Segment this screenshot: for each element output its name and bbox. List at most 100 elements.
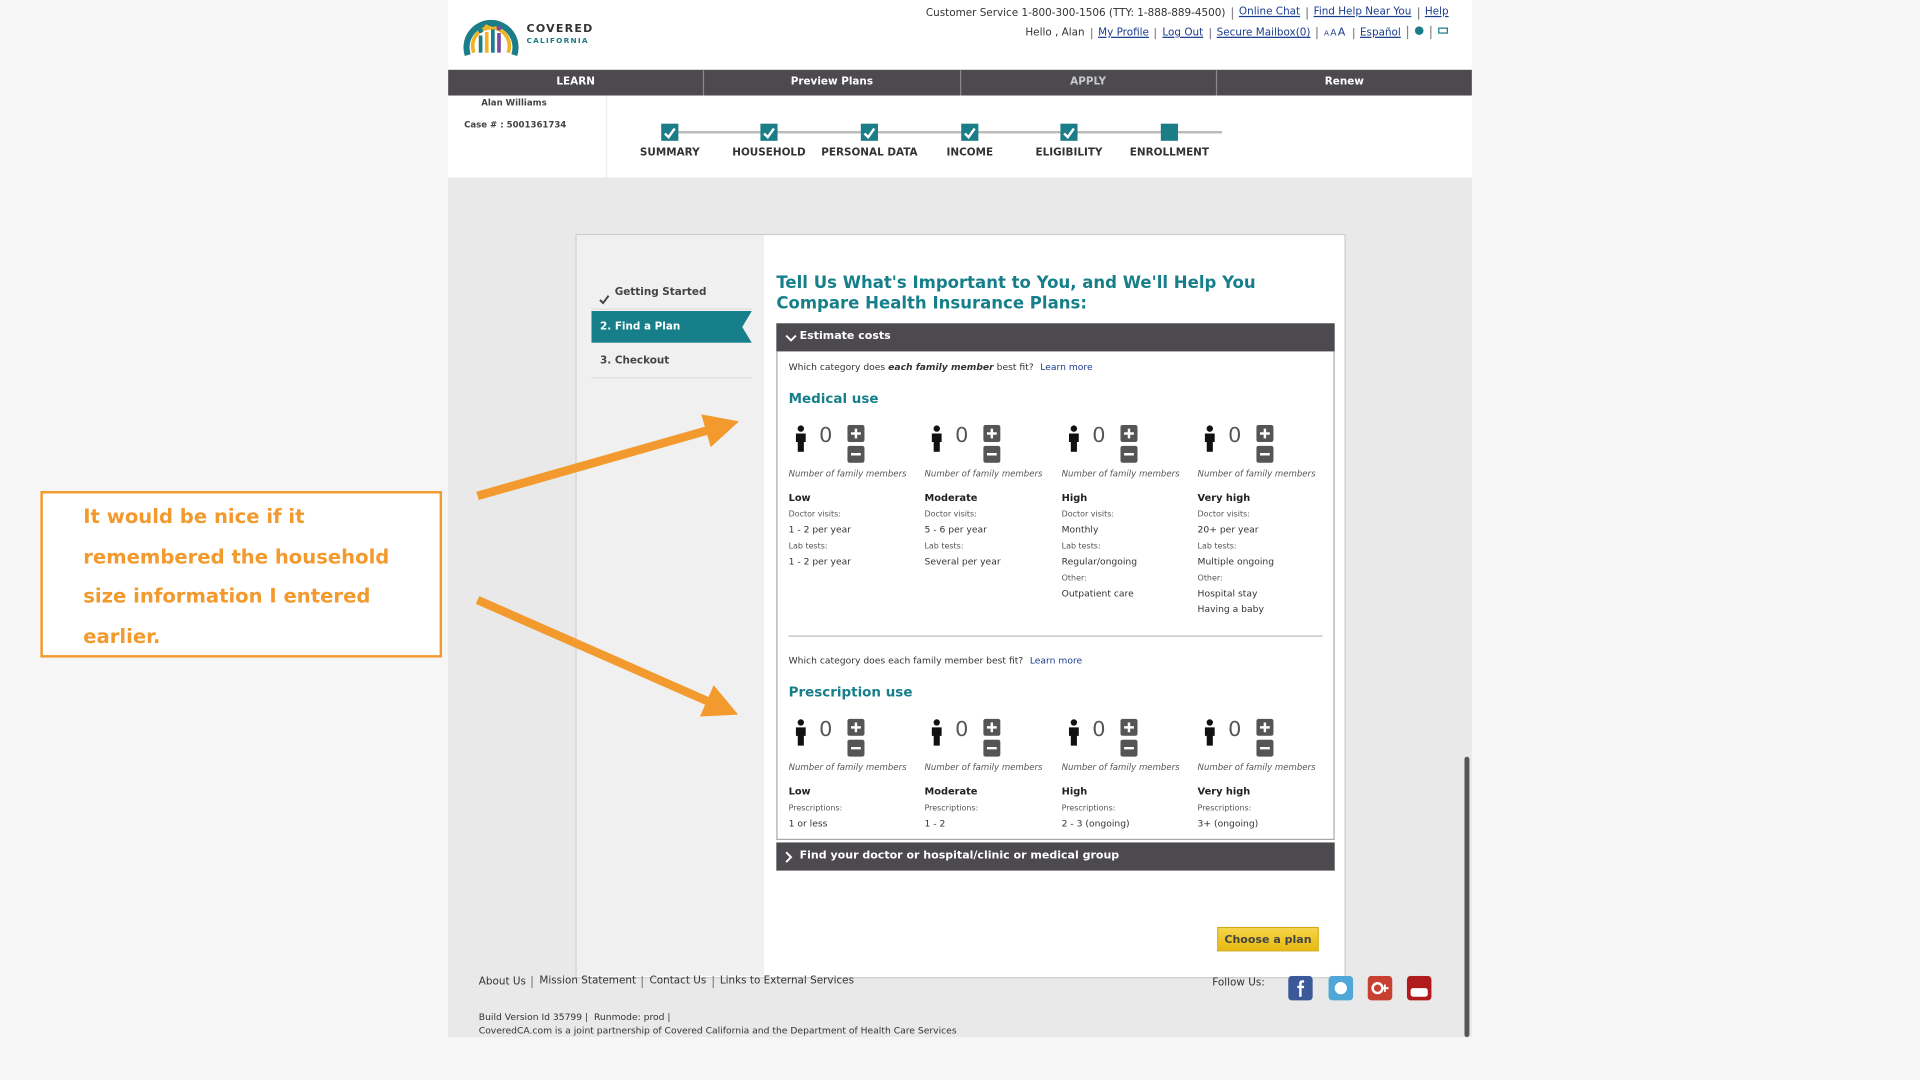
step-label: PERSONAL DATA xyxy=(821,146,918,160)
footer-link[interactable]: Links to External Services xyxy=(712,975,854,989)
member-count: 0 xyxy=(1092,423,1106,449)
detail-value: Monthly xyxy=(1061,524,1099,536)
person-icon xyxy=(1202,719,1217,751)
text-size-option[interactable]: A xyxy=(1323,29,1329,38)
language-link[interactable]: Español xyxy=(1352,28,1401,40)
category-name: Very high xyxy=(1197,492,1251,504)
decrement-button[interactable] xyxy=(983,738,1001,757)
increment-button[interactable] xyxy=(983,424,1001,443)
increment-button[interactable] xyxy=(983,718,1001,736)
decrement-button[interactable] xyxy=(1120,738,1138,757)
person-icon xyxy=(793,719,808,751)
case-number: Case # : 5001361734 xyxy=(464,120,567,130)
nav-bar: LEARN Preview Plans APPLY Renew xyxy=(448,69,1472,96)
sidebar-item[interactable]: 3. Checkout xyxy=(591,345,752,379)
check-icon xyxy=(599,287,610,310)
choose-plan-button[interactable]: Choose a plan xyxy=(1217,926,1319,952)
detail-value: 3+ (ongoing) xyxy=(1197,817,1259,829)
decrement-button[interactable] xyxy=(847,738,865,757)
category-name: High xyxy=(1061,786,1088,798)
nav-tab[interactable]: LEARN xyxy=(556,75,595,89)
step-check xyxy=(961,123,979,141)
nav-tab[interactable]: Renew xyxy=(1215,69,1472,96)
build-info: Build Version Id 35799 | Runmode: prod | xyxy=(478,1011,671,1023)
user-divider xyxy=(606,95,608,178)
member-count: 0 xyxy=(819,717,833,743)
googleplus-icon[interactable] xyxy=(1367,975,1393,1001)
chevron-down xyxy=(785,334,797,342)
logo-text: COVERED xyxy=(526,23,594,36)
partnership: CoveredCA.com is a joint partnership of … xyxy=(478,1024,957,1036)
text-size-option[interactable]: A xyxy=(1330,26,1337,38)
decrement-button[interactable] xyxy=(1120,444,1138,463)
decrement-button[interactable] xyxy=(983,444,1001,463)
sidebar-item[interactable]: Getting Started xyxy=(591,277,752,310)
globe-icon xyxy=(1406,25,1424,40)
learn-more[interactable]: Learn more xyxy=(1040,361,1093,373)
detail-label: Doctor visits: xyxy=(1197,509,1250,520)
footer-link[interactable]: Contact Us xyxy=(642,975,706,989)
detail-label: Doctor visits: xyxy=(788,509,841,520)
detail-value: 1 - 2 per year xyxy=(788,524,852,536)
decrement-button[interactable] xyxy=(1256,444,1274,463)
member-count: 0 xyxy=(955,423,969,449)
detail-label: Other: xyxy=(1197,573,1223,583)
user-name: Alan Williams xyxy=(481,97,547,108)
step-line xyxy=(669,131,1223,134)
header-link[interactable]: Online Chat xyxy=(1231,7,1300,20)
account-link[interactable]: My Profile xyxy=(1090,28,1149,40)
find-doctor-bar[interactable] xyxy=(776,842,1335,871)
count-caption: Number of family members xyxy=(788,468,907,479)
step-label: ENROLLMENT xyxy=(1129,146,1209,160)
footer-link[interactable]: About Us xyxy=(478,975,526,989)
step-label: ELIGIBILITY xyxy=(1035,146,1103,160)
detail-value: 1 or less xyxy=(788,817,828,829)
nav-tab[interactable]: APPLY xyxy=(959,69,1215,96)
sidebar-item-active[interactable]: 2. Find a Plan xyxy=(591,311,752,343)
header-link[interactable]: Help xyxy=(1417,7,1449,20)
decrement-button[interactable] xyxy=(1256,738,1274,757)
detail-value: Several per year xyxy=(924,555,1001,567)
decrement-button[interactable] xyxy=(847,444,865,463)
text-size-option[interactable]: A xyxy=(1337,26,1346,40)
detail-value: 20+ per year xyxy=(1197,524,1259,536)
medical-title: Medical use xyxy=(788,390,879,407)
logo-subtext: CALIFORNIA xyxy=(526,36,589,46)
increment-button[interactable] xyxy=(1256,718,1274,736)
detail-value: Outpatient care xyxy=(1061,587,1134,599)
member-count: 0 xyxy=(1228,423,1242,449)
print-icon[interactable] xyxy=(1430,25,1448,40)
member-count: 0 xyxy=(955,717,969,743)
greeting: Hello , Alan xyxy=(1025,26,1085,40)
count-caption: Number of family members xyxy=(1197,468,1316,479)
category-name: High xyxy=(1061,492,1088,504)
detail-label: Prescriptions: xyxy=(1197,803,1252,814)
divider xyxy=(788,635,1323,637)
section-bar[interactable] xyxy=(776,323,1335,352)
account-link[interactable]: Secure Mailbox(0) xyxy=(1209,28,1310,40)
increment-button[interactable] xyxy=(1120,424,1138,443)
step-check xyxy=(760,123,778,141)
nav-tab[interactable]: Preview Plans xyxy=(703,69,959,96)
account-row: Hello , Alan My Profile Log Out Secure Mail… xyxy=(1025,25,1448,40)
increment-button[interactable] xyxy=(1256,424,1274,443)
category-name: Low xyxy=(788,492,811,504)
footer-link[interactable]: Mission Statement xyxy=(532,975,636,989)
follow-label: Follow Us: xyxy=(1212,977,1265,990)
step-label: INCOME xyxy=(946,146,994,160)
step-label: SUMMARY xyxy=(639,146,700,160)
increment-button[interactable] xyxy=(847,718,865,736)
member-count: 0 xyxy=(819,423,833,449)
person-icon xyxy=(1067,425,1082,457)
increment-button[interactable] xyxy=(847,424,865,443)
increment-button[interactable] xyxy=(1120,718,1138,736)
learn-more[interactable]: Learn more xyxy=(1029,655,1083,667)
detail-label: Prescriptions: xyxy=(788,803,843,814)
header-link[interactable]: Find Help Near You xyxy=(1306,7,1411,20)
customer-service: Customer Service 1-800-300-1506 (TTY: 1-… xyxy=(925,7,1226,20)
person-icon xyxy=(1067,719,1082,751)
person-icon xyxy=(1202,425,1217,457)
detail-label: Lab tests: xyxy=(788,541,828,552)
person-icon xyxy=(929,719,944,751)
account-link[interactable]: Log Out xyxy=(1155,28,1203,40)
